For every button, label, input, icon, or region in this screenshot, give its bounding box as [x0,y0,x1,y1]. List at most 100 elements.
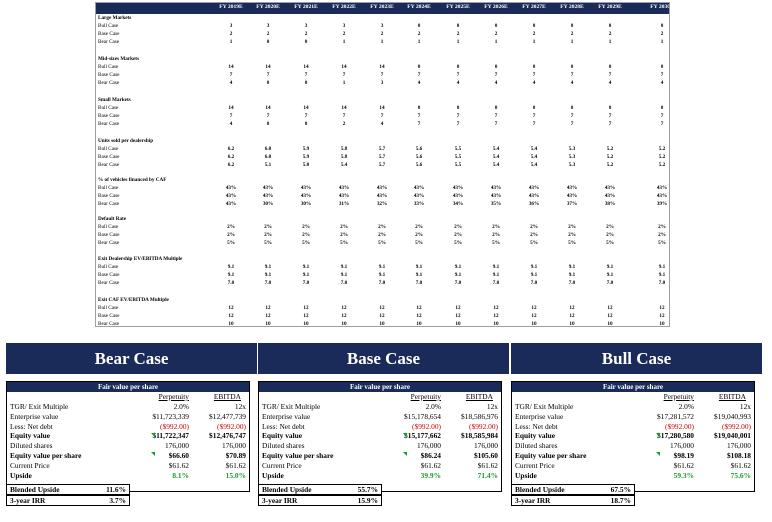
table-cell: 7 [342,72,346,78]
irr-label: 3-year IRR [10,496,46,505]
perpetuity-col-header: Perpetuity [663,392,694,401]
table-cell: 12 [303,313,309,319]
table-cell: 5% [530,240,538,246]
comment-marker-icon [403,433,407,437]
table-cell: 6.0 [264,146,272,152]
table-cell: 37% [566,201,578,207]
table-cell: 12 [416,313,422,319]
row-label: Base Case [98,193,120,199]
row-label: Bear Case [98,80,120,86]
table-cell: 7.0 [658,280,666,286]
year-header-4: FY 2023E [370,4,394,10]
table-cell: 5.4 [340,162,348,168]
table-cell: 5% [264,240,272,246]
table-cell: 4 [660,80,664,86]
perpetuity-value: 176,000 [669,441,694,451]
irr-box: 3-year IRR 15.9% [258,495,382,506]
table-cell: 7 [229,113,233,119]
table-cell: 1 [342,39,346,45]
blended-upside-box: Blended Upside 11.6% [6,484,130,495]
table-cell: 3 [266,23,270,29]
table-cell: 9.1 [227,264,235,270]
table-cell: 5.9 [302,154,310,160]
ebitda-value: 176,000 [473,441,498,451]
table-cell: 7 [380,72,384,78]
scenario-panel-bull-case: Bull Case Fair value per share Perpetuity E… [511,343,762,511]
table-cell: 30% [262,201,274,207]
row-label: Bull Case [98,185,119,191]
table-cell: 2 [266,31,270,37]
ebitda-col-header: EBITDA [718,392,746,401]
table-cell: 12 [607,305,613,311]
table-cell: 0 [417,105,421,111]
table-cell: 4 [380,121,384,127]
table-cell: 5.9 [302,146,310,152]
blended-upside-box: Blended Upside 67.5% [511,484,635,495]
table-cell: 12 [493,313,499,319]
value-row-label: Equity value [10,431,51,441]
table-cell: 5.3 [568,154,576,160]
ebitda-value: $19,040,993 [714,411,751,421]
irr-label: 3-year IRR [515,496,551,505]
table-cell: 2% [568,232,576,238]
perpetuity-value: ($992.00) [160,421,189,431]
row-label: Bull Case [98,264,119,270]
row-label: Bear Case [98,162,120,168]
table-cell: 2% [415,224,423,230]
table-cell: 14 [265,64,271,70]
value-row-label: Enterprise value [515,411,564,421]
table-cell: 5.6 [415,146,423,152]
table-cell: 43% [604,193,616,199]
table-cell: 2% [568,224,576,230]
table-cell: 5.8 [340,154,348,160]
table-cell: 2% [492,224,500,230]
table-cell: 2 [342,31,346,37]
section-title: Exit Dealership EV/EBITDA Multiple [98,256,183,262]
table-cell: 10 [493,321,499,327]
table-cell: 39% [656,201,668,207]
row-label: Base Case [98,113,120,119]
table-cell: 1 [608,39,612,45]
table-cell: 5.2 [658,154,666,160]
table-cell: 9.1 [492,264,500,270]
scenario-panel-bear-case: Bear Case Fair value per share Perpetuity E… [6,343,257,511]
year-header-row: FY 2019E FY 2020E FY 2021E FY 2022E FY 2023E… [96,3,669,14]
table-cell: 14 [303,64,309,70]
table-cell: 5.4 [530,146,538,152]
table-cell: 2 [229,31,233,37]
blended-upside-value: 11.6% [106,485,126,494]
table-cell: 7 [266,72,270,78]
value-row-label: Diluted shares [515,441,558,451]
perpetuity-value: $61.62 [420,460,441,470]
ebitda-value: $70.89 [225,451,246,460]
table-cell: 0 [304,121,308,127]
table-cell: 4 [456,80,460,86]
table-cell: 12 [379,305,385,311]
table-cell: 9.1 [606,264,614,270]
table-cell: 5.5 [454,146,462,152]
table-cell: 34% [452,201,464,207]
table-cell: 7 [417,72,421,78]
table-cell: 43% [604,185,616,191]
row-label: Base Case [98,31,120,37]
value-row-label: TGR/ Exit Multiple [10,402,69,411]
table-cell: 4 [417,80,421,86]
table-cell: 5.2 [606,146,614,152]
table-cell: 0 [266,121,270,127]
table-cell: 31% [338,201,350,207]
perpetuity-value: 8.1% [172,470,189,480]
table-cell: 4 [229,80,233,86]
table-cell: 9.1 [530,264,538,270]
table-cell: 0 [608,23,612,29]
ebitda-value: ($992.00) [722,421,751,431]
table-cell: 7 [570,113,574,119]
ebitda-value: $12,477,739 [209,411,246,421]
table-cell: 43% [413,193,425,199]
table-cell: 0 [608,64,612,70]
table-cell: 1 [532,39,536,45]
table-cell: 43% [452,193,464,199]
table-cell: 10 [341,321,347,327]
table-cell: 7 [608,72,612,78]
perpetuity-value: $11,723,339 [152,411,189,421]
row-label: Bull Case [98,64,119,70]
